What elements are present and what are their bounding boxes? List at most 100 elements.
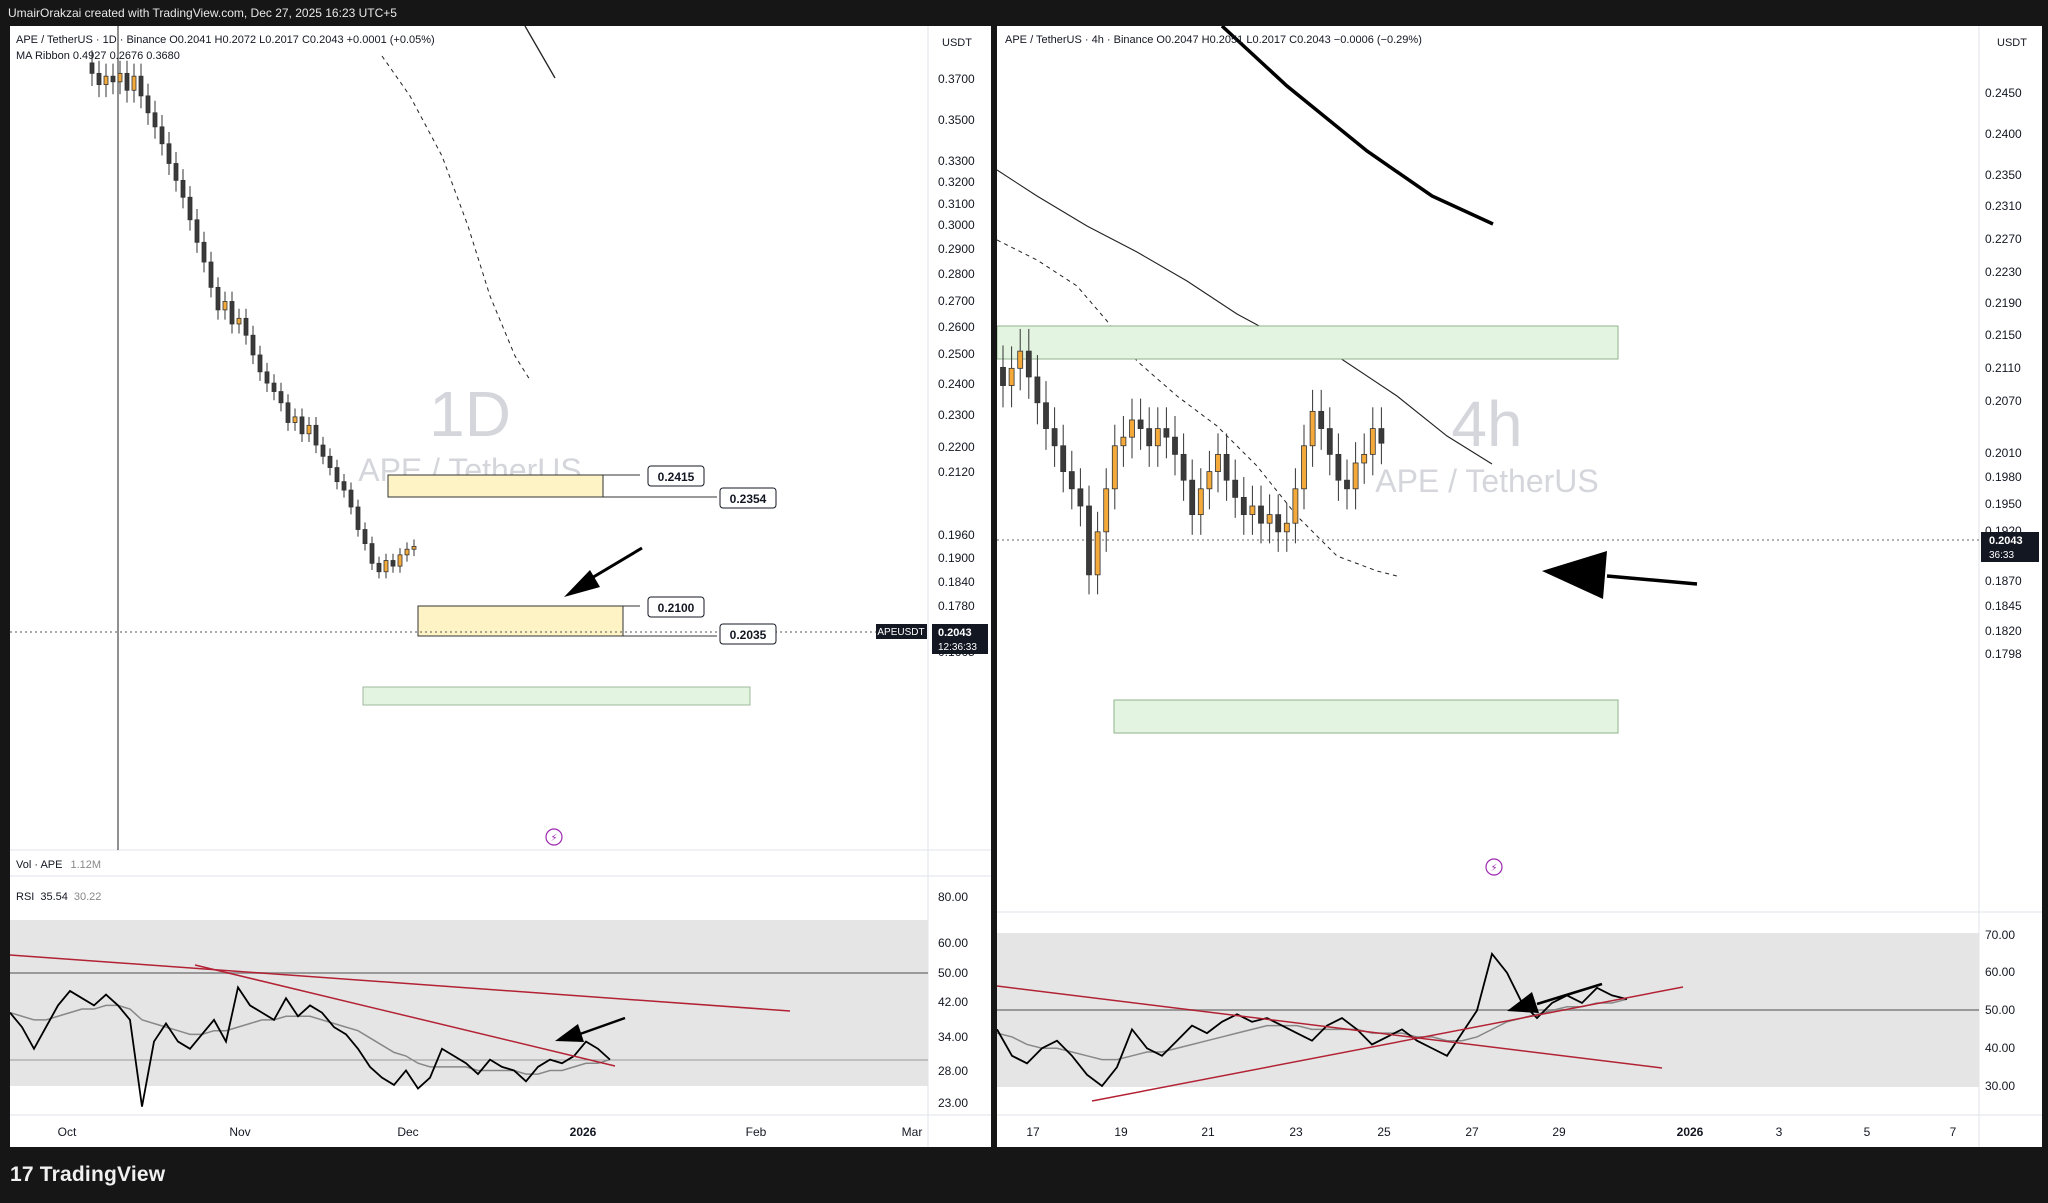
price-axis-1d[interactable]: 0.3700 0.3500 0.3300 0.3200 0.3100 0.3000 0.29… xyxy=(938,72,975,659)
symbol-legend: APE / TetherUS · 1D · Binance O0.2041 H0… xyxy=(16,34,435,46)
price-tick: 0.1780 xyxy=(938,599,975,613)
candle-body xyxy=(138,75,144,97)
candle-body xyxy=(1283,522,1290,533)
candle-body xyxy=(376,562,382,573)
ma-line-dashed xyxy=(381,55,531,381)
price-tick: 0.3500 xyxy=(938,113,975,127)
candle-body xyxy=(1060,445,1067,472)
candle-body xyxy=(1000,366,1006,386)
chart-panel-1d[interactable]: 1D APE / TetherUS 0.2415 0.2354 0.21 xyxy=(10,26,991,1147)
supply-zone-4h xyxy=(997,325,1619,360)
candle-body xyxy=(1094,531,1101,576)
demand-zone xyxy=(362,686,751,706)
price-tick: 0.2230 xyxy=(1985,265,2022,279)
time-tick: Dec xyxy=(397,1125,418,1139)
rsi-band xyxy=(10,920,928,1086)
svg-text:0.2043: 0.2043 xyxy=(938,627,972,639)
rsi-ma-line-1d xyxy=(10,1004,611,1075)
candle-body xyxy=(348,489,354,508)
price-tick: 0.2900 xyxy=(938,242,975,256)
time-axis-1d[interactable]: Oct Nov Dec 2026 Feb Mar xyxy=(58,1125,923,1139)
price-axis-4h[interactable]: 0.2450 0.2400 0.2350 0.2310 0.2270 0.2230 0.21… xyxy=(1985,86,2022,661)
candle-body xyxy=(229,301,235,325)
axis-unit: USDT xyxy=(942,37,972,49)
candle-body xyxy=(103,75,109,86)
candles-1d xyxy=(89,50,417,579)
candle-body xyxy=(1043,402,1049,429)
candle-body xyxy=(124,72,130,91)
candle-body xyxy=(1111,445,1118,490)
chart-1d-canvas[interactable]: 1D APE / TetherUS 0.2415 0.2354 0.21 xyxy=(10,26,991,1147)
candle-body xyxy=(1154,428,1161,447)
candle-body xyxy=(1223,453,1230,481)
time-axis-4h[interactable]: 17 19 21 23 25 27 29 2026 3 5 7 xyxy=(1026,1125,1956,1139)
candle-body xyxy=(1326,428,1333,455)
price-tick: 0.2450 xyxy=(1985,86,2022,100)
rsi-trendline-up-4h xyxy=(1091,986,1684,1102)
price-tick: 0.2350 xyxy=(1985,168,2022,182)
candle-body xyxy=(1292,488,1299,524)
candle-body xyxy=(250,334,256,356)
candle-body xyxy=(1172,436,1178,455)
annotation-arrow-4h xyxy=(1542,551,1698,599)
svg-text:36:33: 36:33 xyxy=(1989,550,2014,561)
level-label-0.2100: 0.2100 xyxy=(647,596,705,618)
symbol-legend-4h: APE / TetherUS · 4h · Binance O0.2047 H0… xyxy=(1005,34,1422,46)
candle-body xyxy=(390,560,396,567)
candle-body xyxy=(187,196,193,221)
candle-body xyxy=(306,424,312,435)
tradingview-logo[interactable]: 17 TradingView xyxy=(10,1163,165,1187)
rsi-tick: 50.00 xyxy=(1985,1003,2015,1017)
chart-4h-canvas[interactable]: 4h APE / TetherUS ⚡ APE / TetherUS · 4h … xyxy=(997,26,2042,1147)
time-tick: 21 xyxy=(1201,1125,1215,1139)
supply-zone-lower xyxy=(417,605,624,637)
candle-body xyxy=(313,424,319,446)
candle-body xyxy=(397,554,403,567)
candle-body xyxy=(404,548,410,556)
rsi-tick: 60.00 xyxy=(938,936,968,950)
rsi-trendline-down-4h xyxy=(997,985,1663,1069)
candle-body xyxy=(369,543,375,564)
candle-body xyxy=(152,112,158,128)
candle-body xyxy=(264,371,270,384)
time-tick: 29 xyxy=(1552,1125,1566,1139)
candle-body xyxy=(96,72,102,86)
candle-body xyxy=(1077,488,1084,507)
price-tick: 0.2200 xyxy=(938,440,975,454)
price-tick: 0.1870 xyxy=(1985,574,2022,588)
watermark-timeframe-4h: 4h xyxy=(1451,388,1522,460)
price-tick: 0.1960 xyxy=(938,528,975,542)
ma-line-thin xyxy=(997,169,1493,465)
candle-body xyxy=(1266,514,1273,524)
candle-body xyxy=(117,72,123,83)
flash-icon[interactable]: ⚡ xyxy=(545,828,563,846)
rsi-trendline-upper xyxy=(10,954,791,1012)
level-label-0.2354: 0.2354 xyxy=(719,487,777,509)
flash-icon-4h[interactable]: ⚡ xyxy=(1485,858,1503,876)
credit-text: UmairOrakzai created with TradingView.co… xyxy=(8,6,397,20)
price-tick: 0.3300 xyxy=(938,154,975,168)
candle-body xyxy=(1008,367,1015,386)
watermark-symbol-4h: APE / TetherUS xyxy=(1375,463,1599,499)
candle-body xyxy=(1378,428,1385,444)
time-tick: 7 xyxy=(1950,1125,1957,1139)
candle-body xyxy=(299,416,305,435)
price-tick: 0.3200 xyxy=(938,175,975,189)
candle-body xyxy=(208,261,214,288)
candle-body xyxy=(201,241,207,263)
volume-legend: Vol · APE 1.12M xyxy=(16,859,101,871)
time-tick: 23 xyxy=(1289,1125,1303,1139)
price-tick: 0.1845 xyxy=(1985,599,2022,613)
candle-body xyxy=(215,286,221,311)
time-tick: 19 xyxy=(1114,1125,1128,1139)
demand-zone-4h xyxy=(1113,699,1619,734)
price-tick: 0.2310 xyxy=(1985,199,2022,213)
price-tick: 0.1950 xyxy=(1985,497,2022,511)
candle-body xyxy=(1206,471,1213,490)
candle-body xyxy=(222,301,228,311)
rsi-tick: 23.00 xyxy=(938,1096,968,1110)
rsi-axis-1d: 80.00 60.00 50.00 42.00 34.00 28.00 23.00 xyxy=(938,890,968,1110)
price-tick: 0.1900 xyxy=(938,551,975,565)
chart-panel-4h[interactable]: 4h APE / TetherUS ⚡ APE / TetherUS · 4h … xyxy=(997,26,2042,1147)
candle-body xyxy=(292,416,298,423)
